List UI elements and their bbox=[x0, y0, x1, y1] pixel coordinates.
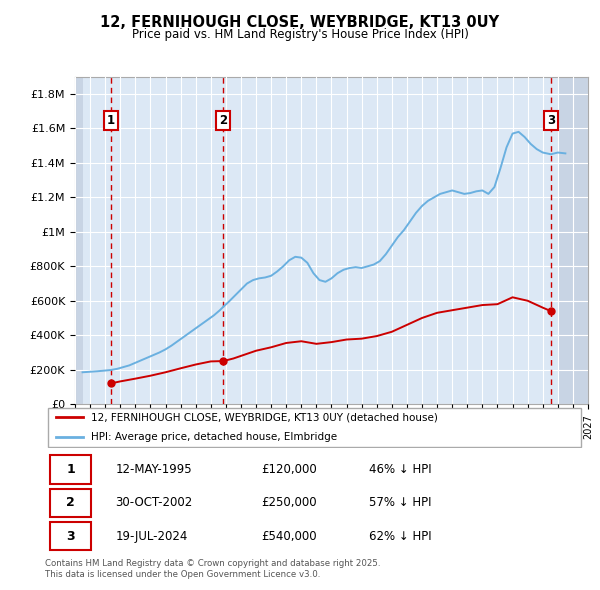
Text: 30-OCT-2002: 30-OCT-2002 bbox=[115, 496, 193, 510]
Text: HPI: Average price, detached house, Elmbridge: HPI: Average price, detached house, Elmb… bbox=[91, 432, 337, 442]
FancyBboxPatch shape bbox=[50, 489, 91, 517]
Text: 3: 3 bbox=[67, 529, 75, 543]
Text: £540,000: £540,000 bbox=[261, 529, 317, 543]
Text: 2: 2 bbox=[66, 496, 75, 510]
Text: £250,000: £250,000 bbox=[261, 496, 317, 510]
Text: Price paid vs. HM Land Registry's House Price Index (HPI): Price paid vs. HM Land Registry's House … bbox=[131, 28, 469, 41]
Text: 19-JUL-2024: 19-JUL-2024 bbox=[115, 529, 188, 543]
Text: 3: 3 bbox=[547, 114, 555, 127]
Text: 2: 2 bbox=[219, 114, 227, 127]
Text: Contains HM Land Registry data © Crown copyright and database right 2025.
This d: Contains HM Land Registry data © Crown c… bbox=[45, 559, 380, 579]
Text: 46% ↓ HPI: 46% ↓ HPI bbox=[369, 463, 431, 477]
FancyBboxPatch shape bbox=[50, 522, 91, 550]
FancyBboxPatch shape bbox=[50, 455, 91, 484]
Bar bbox=[75, 77, 83, 404]
Text: 12, FERNIHOUGH CLOSE, WEYBRIDGE, KT13 0UY: 12, FERNIHOUGH CLOSE, WEYBRIDGE, KT13 0U… bbox=[100, 15, 500, 30]
Text: 57% ↓ HPI: 57% ↓ HPI bbox=[369, 496, 431, 510]
Text: 62% ↓ HPI: 62% ↓ HPI bbox=[369, 529, 431, 543]
Text: 1: 1 bbox=[107, 114, 115, 127]
Text: 1: 1 bbox=[66, 463, 75, 477]
FancyBboxPatch shape bbox=[48, 408, 581, 447]
Text: £120,000: £120,000 bbox=[261, 463, 317, 477]
Bar bbox=[558, 77, 596, 404]
Text: 12-MAY-1995: 12-MAY-1995 bbox=[115, 463, 192, 477]
Text: 12, FERNIHOUGH CLOSE, WEYBRIDGE, KT13 0UY (detached house): 12, FERNIHOUGH CLOSE, WEYBRIDGE, KT13 0U… bbox=[91, 412, 438, 422]
